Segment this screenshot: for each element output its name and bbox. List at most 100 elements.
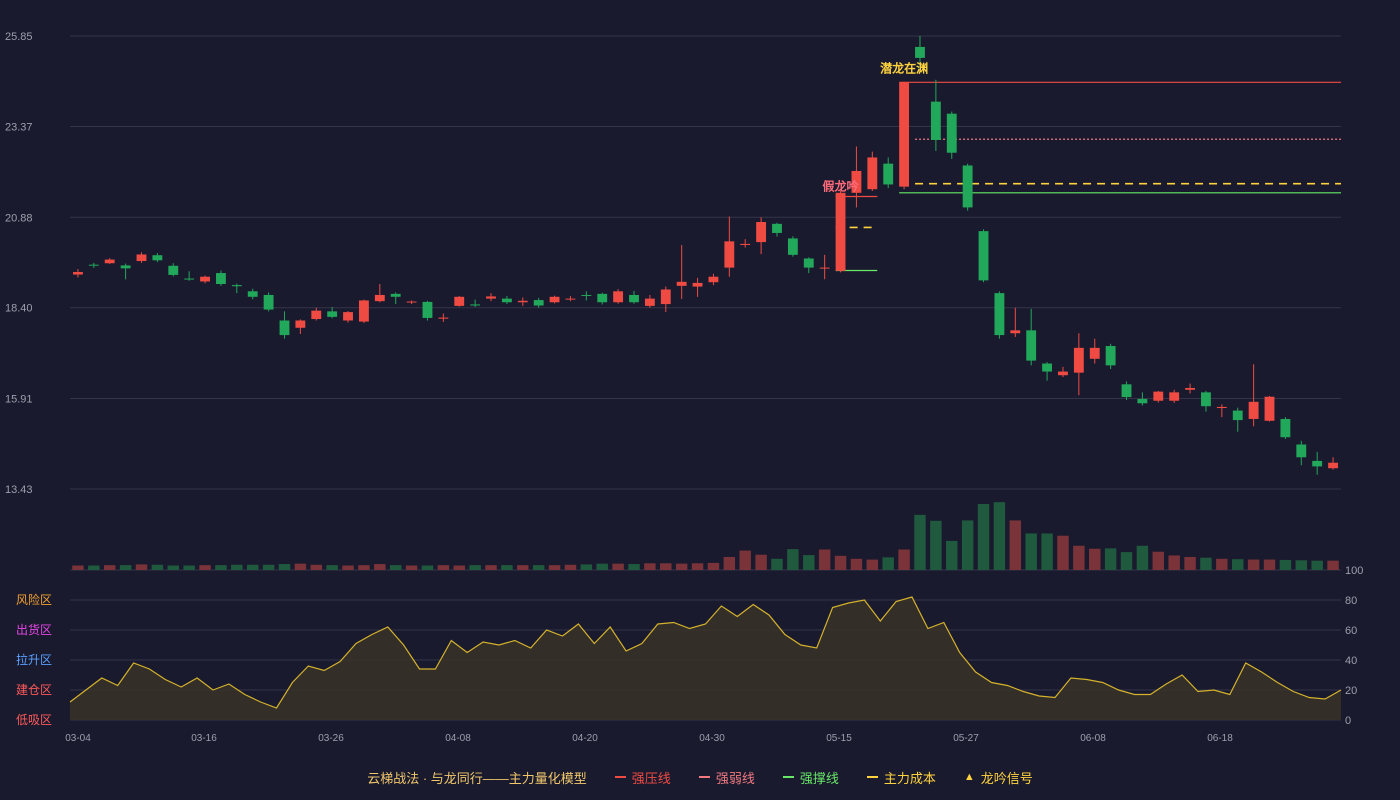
volume-bar — [1057, 535, 1069, 570]
volume-bar — [358, 565, 370, 570]
volume-bar — [1152, 551, 1165, 570]
x-tick-label: 03-26 — [318, 733, 344, 744]
volume-bar — [453, 565, 465, 570]
zone-label: 低吸区 — [16, 713, 52, 727]
signal-label: 潜龙在渊 — [880, 60, 928, 75]
x-tick-label: 03-16 — [191, 733, 217, 744]
volume-bar — [660, 563, 672, 570]
candle-body — [962, 165, 973, 208]
candle-body — [1216, 406, 1227, 409]
volume-bar — [1279, 559, 1292, 570]
x-tick-label: 03-04 — [65, 733, 91, 744]
candle-body — [152, 255, 163, 261]
legend-item-strong-support: 强撑线 — [782, 768, 839, 787]
candle-body — [1248, 401, 1259, 419]
legend-marker-main-cost — [866, 776, 878, 778]
price-tick-label: 13.43 — [5, 484, 33, 496]
x-tick-label: 06-18 — [1207, 733, 1233, 744]
candle-body — [200, 276, 210, 282]
candle-body — [374, 294, 385, 302]
candle-body — [184, 278, 195, 280]
candle-body — [756, 222, 767, 243]
volume-bar — [1184, 556, 1196, 570]
volume-bar — [1120, 552, 1133, 570]
candle-body — [1185, 387, 1195, 390]
volume-bar — [548, 565, 561, 570]
volume-bar — [691, 563, 704, 570]
osc-tick-label: 60 — [1345, 625, 1357, 637]
x-tick-label: 04-20 — [572, 733, 598, 744]
candle-body — [422, 301, 433, 318]
candle-body — [629, 294, 639, 303]
candle-body — [1201, 392, 1211, 407]
volume-bar — [405, 565, 418, 570]
signal-label: 假龙吟 — [823, 178, 859, 193]
volume-bar — [262, 564, 275, 570]
candle-body — [136, 254, 147, 262]
candle-body — [978, 231, 989, 281]
candle-body — [549, 296, 560, 303]
candle-body — [454, 296, 465, 306]
volume-bar — [1104, 548, 1117, 570]
volume-bar — [850, 558, 863, 570]
candle-body — [1042, 363, 1053, 372]
osc-tick-label: 40 — [1345, 655, 1357, 667]
legend-marker-strong-support — [782, 776, 794, 778]
volume-bar — [866, 559, 879, 570]
candle-body — [676, 281, 687, 286]
candle-body — [994, 293, 1005, 336]
price-tick-label: 18.40 — [5, 303, 33, 315]
oscillator-line — [69, 596, 1342, 709]
volume-bar — [580, 564, 593, 570]
candle-body — [104, 259, 115, 264]
volume-bar — [961, 520, 974, 570]
candle-body — [263, 294, 274, 310]
candle-body — [247, 291, 258, 297]
volume-bar — [437, 565, 450, 570]
candle-body — [772, 223, 782, 233]
candle-body — [597, 293, 608, 303]
x-tick-label: 05-15 — [826, 733, 852, 744]
volume-bar — [310, 564, 322, 570]
candle-body — [803, 258, 814, 268]
volume-bar — [596, 563, 608, 570]
volume-bar — [501, 565, 513, 570]
volume-bar — [1295, 560, 1308, 570]
candle-body — [1153, 391, 1164, 401]
triangle-up-icon: ▲ — [963, 771, 975, 783]
legend-item-main-cost: 主力成本 — [866, 768, 936, 787]
volume-bar — [675, 563, 688, 570]
volume-bar — [374, 564, 386, 570]
volume-bar — [1073, 545, 1085, 570]
candle-body — [73, 271, 83, 275]
candle-body — [343, 312, 353, 321]
candle-body — [930, 101, 941, 140]
candle-body — [644, 298, 655, 306]
candle-body — [470, 304, 481, 306]
candle-body — [1073, 347, 1084, 373]
candle-body — [486, 296, 496, 299]
candle-body — [851, 170, 862, 193]
x-tick-label: 05-27 — [953, 733, 979, 744]
volume-bar — [946, 540, 958, 570]
volume-bar — [882, 557, 894, 570]
volume-bar — [231, 564, 243, 570]
candle-body — [406, 301, 417, 303]
volume-bar — [1168, 555, 1180, 570]
candle-body — [660, 289, 671, 305]
candle-body — [740, 243, 751, 245]
volume-bar — [1311, 560, 1323, 570]
volume-bar — [342, 565, 354, 570]
candle-body — [915, 46, 925, 58]
candle-body — [120, 265, 131, 269]
volume-bar — [532, 565, 545, 570]
zone-label: 建仓区 — [16, 683, 52, 697]
legend-marker-strong-weak — [698, 776, 710, 778]
candle-body — [327, 311, 338, 317]
candle-body — [295, 320, 306, 328]
legend-label-strong-weak: 强弱线 — [715, 770, 755, 786]
volume-bar — [72, 565, 84, 570]
price-tick-label: 23.37 — [5, 121, 33, 133]
candle-body — [279, 320, 290, 336]
